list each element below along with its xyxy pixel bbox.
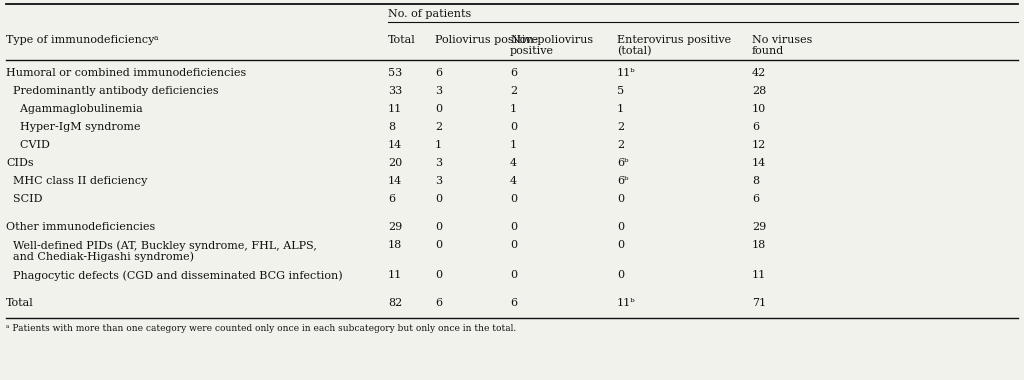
Text: 6ᵇ: 6ᵇ	[617, 158, 629, 168]
Text: 0: 0	[510, 270, 517, 280]
Text: No. of patients: No. of patients	[388, 9, 471, 19]
Text: 6: 6	[752, 122, 759, 132]
Text: 14: 14	[388, 140, 402, 150]
Text: 11: 11	[752, 270, 766, 280]
Text: 8: 8	[752, 176, 759, 186]
Text: 3: 3	[435, 86, 442, 96]
Text: 53: 53	[388, 68, 402, 78]
Text: Other immunodeficiencies: Other immunodeficiencies	[6, 222, 156, 232]
Text: 29: 29	[388, 222, 402, 232]
Text: No viruses: No viruses	[752, 35, 812, 45]
Text: CIDs: CIDs	[6, 158, 34, 168]
Text: 0: 0	[617, 270, 624, 280]
Text: SCID: SCID	[6, 194, 43, 204]
Text: Total: Total	[6, 298, 34, 308]
Text: 0: 0	[435, 270, 442, 280]
Text: Well-defined PIDs (AT, Buckley syndrome, FHL, ALPS,: Well-defined PIDs (AT, Buckley syndrome,…	[6, 240, 316, 250]
Text: Enterovirus positive: Enterovirus positive	[617, 35, 731, 45]
Text: 14: 14	[388, 176, 402, 186]
Text: 1: 1	[435, 140, 442, 150]
Text: 11ᵇ: 11ᵇ	[617, 68, 636, 78]
Text: Predominantly antibody deficiencies: Predominantly antibody deficiencies	[6, 86, 219, 96]
Text: 0: 0	[617, 222, 624, 232]
Text: 8: 8	[388, 122, 395, 132]
Text: 14: 14	[752, 158, 766, 168]
Text: CVID: CVID	[6, 140, 50, 150]
Text: 18: 18	[752, 240, 766, 250]
Text: and Chediak-Higashi syndrome): and Chediak-Higashi syndrome)	[6, 251, 194, 261]
Text: 1: 1	[510, 104, 517, 114]
Text: 11: 11	[388, 104, 402, 114]
Text: 3: 3	[435, 158, 442, 168]
Text: positive: positive	[510, 46, 554, 56]
Text: 71: 71	[752, 298, 766, 308]
Text: 6: 6	[388, 194, 395, 204]
Text: 3: 3	[435, 176, 442, 186]
Text: Humoral or combined immunodeficiencies: Humoral or combined immunodeficiencies	[6, 68, 246, 78]
Text: 6: 6	[510, 298, 517, 308]
Text: 0: 0	[510, 222, 517, 232]
Text: 0: 0	[617, 194, 624, 204]
Text: 11: 11	[388, 270, 402, 280]
Text: 28: 28	[752, 86, 766, 96]
Text: MHC class II deficiency: MHC class II deficiency	[6, 176, 147, 186]
Text: 2: 2	[435, 122, 442, 132]
Text: 0: 0	[510, 240, 517, 250]
Text: 12: 12	[752, 140, 766, 150]
Text: (total): (total)	[617, 46, 651, 56]
Text: Agammaglobulinemia: Agammaglobulinemia	[6, 104, 142, 114]
Text: 42: 42	[752, 68, 766, 78]
Text: 0: 0	[510, 194, 517, 204]
Text: Phagocytic defects (CGD and disseminated BCG infection): Phagocytic defects (CGD and disseminated…	[6, 270, 343, 280]
Text: 0: 0	[510, 122, 517, 132]
Text: ᵃ Patients with more than one category were counted only once in each subcategor: ᵃ Patients with more than one category w…	[6, 324, 516, 333]
Text: 0: 0	[435, 222, 442, 232]
Text: 2: 2	[617, 122, 624, 132]
Text: Type of immunodeficiency: Type of immunodeficiency	[6, 35, 155, 45]
Text: found: found	[752, 46, 784, 56]
Text: Total: Total	[388, 35, 416, 45]
Text: 82: 82	[388, 298, 402, 308]
Text: 4: 4	[510, 176, 517, 186]
Text: 6: 6	[510, 68, 517, 78]
Text: 0: 0	[435, 240, 442, 250]
Text: Non-poliovirus: Non-poliovirus	[510, 35, 593, 45]
Text: 2: 2	[510, 86, 517, 96]
Text: 0: 0	[435, 104, 442, 114]
Text: 18: 18	[388, 240, 402, 250]
Text: 6: 6	[435, 298, 442, 308]
Text: 2: 2	[617, 140, 624, 150]
Text: 4: 4	[510, 158, 517, 168]
Text: 20: 20	[388, 158, 402, 168]
Text: 11ᵇ: 11ᵇ	[617, 298, 636, 308]
Text: 6: 6	[435, 68, 442, 78]
Text: 29: 29	[752, 222, 766, 232]
Text: 6: 6	[752, 194, 759, 204]
Text: 0: 0	[617, 240, 624, 250]
Text: Hyper-IgM syndrome: Hyper-IgM syndrome	[6, 122, 140, 132]
Text: 6ᵇ: 6ᵇ	[617, 176, 629, 186]
Text: 33: 33	[388, 86, 402, 96]
Text: Poliovirus positive: Poliovirus positive	[435, 35, 539, 45]
Text: 0: 0	[435, 194, 442, 204]
Text: 10: 10	[752, 104, 766, 114]
Text: a: a	[154, 34, 159, 42]
Text: 1: 1	[617, 104, 624, 114]
Text: 1: 1	[510, 140, 517, 150]
Text: 5: 5	[617, 86, 624, 96]
